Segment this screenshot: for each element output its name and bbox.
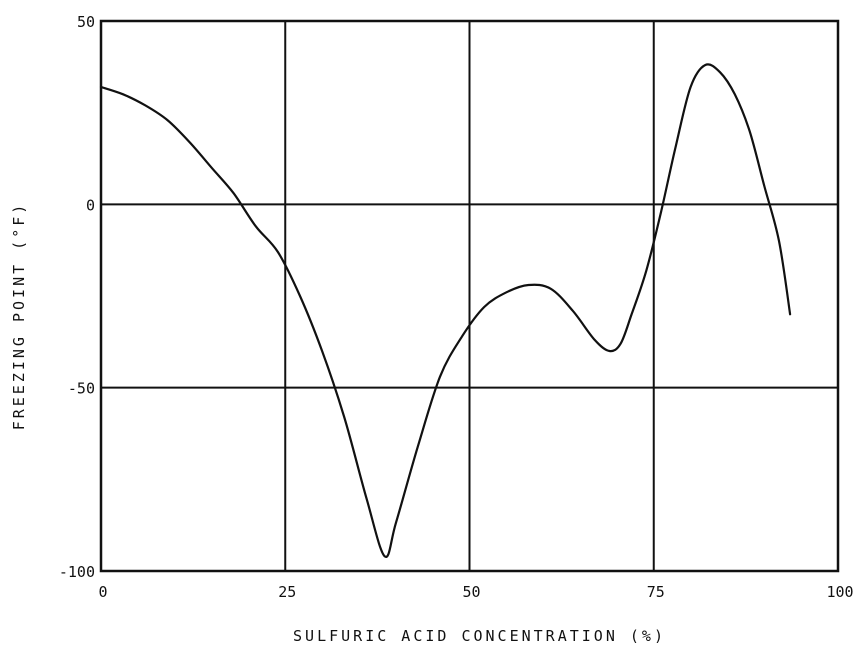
x-tick-labels: 0 25 50 75 100 (98, 583, 853, 601)
x-axis-title: SULFURIC ACID CONCENTRATION (%) (293, 627, 666, 645)
x-tick-label: 50 (462, 583, 480, 601)
x-tick-label: 75 (647, 583, 665, 601)
freezing-point-curve (99, 63, 792, 558)
y-tick-label: 0 (86, 196, 95, 214)
y-tick-label: 50 (77, 13, 95, 31)
grid-lines (101, 21, 838, 571)
x-tick-label: 0 (98, 583, 107, 601)
x-tick-label: 25 (278, 583, 296, 601)
y-tick-label: -100 (59, 563, 95, 581)
y-axis-title: FREEZING POINT (°F) (10, 202, 28, 431)
y-tick-labels: 50 0 -50 -100 (59, 13, 95, 581)
plot-frame (99, 19, 840, 573)
x-tick-label: 100 (826, 583, 853, 601)
y-tick-label: -50 (68, 380, 95, 398)
